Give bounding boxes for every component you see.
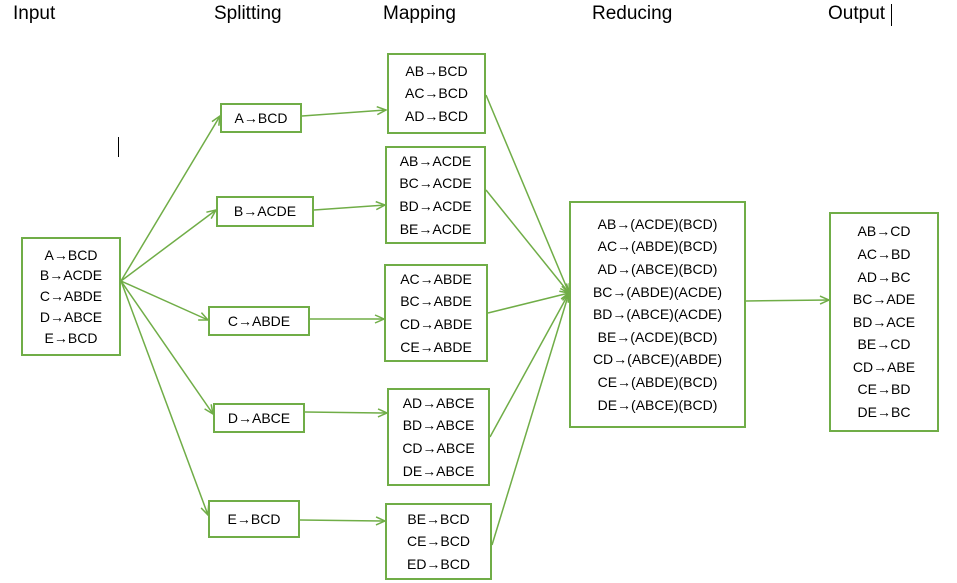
arrow-split-a-to-map-1 bbox=[301, 105, 388, 117]
split-label: E→BCD bbox=[227, 510, 281, 527]
input-line: D→ABCE bbox=[39, 308, 103, 325]
reduce-line: AB→(ACDE)(BCD) bbox=[597, 215, 718, 232]
output-line: CE→BD bbox=[857, 381, 911, 398]
map-line: AC→ABDE bbox=[400, 270, 472, 287]
input-box: A→BCD B→ACDE C→ABDE D→ABCE E→BCD bbox=[21, 237, 121, 356]
arrow-split-d-to-map-4 bbox=[304, 408, 389, 418]
header-reducing: Reducing bbox=[592, 3, 673, 24]
split-box-d: D→ABCE bbox=[213, 403, 305, 433]
arrow-map-1-to-reduce bbox=[485, 94, 570, 295]
map-line: CE→BCD bbox=[406, 533, 470, 550]
output-line: DE→BC bbox=[857, 404, 911, 421]
map-box-4: AD→ABCE BD→ABCE CD→ABCE DE→ABCE bbox=[387, 388, 490, 486]
map-box-5: BE→BCD CE→BCD ED→BCD bbox=[385, 503, 492, 580]
split-label: C→ABDE bbox=[227, 312, 291, 329]
map-box-2: AB→ACDE BC→ACDE BD→ACDE BE→ACDE bbox=[385, 146, 486, 244]
arrow-input-to-split-c bbox=[120, 280, 210, 321]
map-line: BE→BCD bbox=[407, 510, 470, 527]
map-line: DE→ABCE bbox=[402, 462, 475, 479]
split-label: A→BCD bbox=[234, 109, 288, 126]
input-line: A→BCD bbox=[44, 246, 98, 263]
map-line: CE→ABDE bbox=[400, 338, 472, 355]
map-line: AC→BCD bbox=[404, 85, 468, 102]
arrow-reduce-to-output bbox=[745, 295, 831, 305]
reduce-line: CD→(ABCE)(ABDE) bbox=[592, 351, 723, 368]
split-box-b: B→ACDE bbox=[216, 196, 314, 227]
input-line: B→ACDE bbox=[39, 267, 103, 284]
split-box-a: A→BCD bbox=[220, 103, 302, 133]
map-line: BC→ACDE bbox=[399, 175, 472, 192]
map-line: AD→ABCE bbox=[402, 394, 475, 411]
text-cursor bbox=[118, 137, 119, 157]
arrow-map-5-to-reduce bbox=[491, 291, 571, 546]
arrow-input-to-split-d bbox=[120, 280, 215, 416]
arrow-map-2-to-reduce bbox=[485, 189, 571, 295]
input-line: C→ABDE bbox=[39, 288, 103, 305]
map-line: AD→BCD bbox=[404, 107, 468, 124]
map-line: AB→BCD bbox=[405, 62, 468, 79]
reduce-line: AC→(ABDE)(BCD) bbox=[597, 238, 718, 255]
output-line: BD→ACE bbox=[852, 313, 916, 330]
split-box-e: E→BCD bbox=[208, 500, 300, 538]
reduce-line: BC→(ABDE)(ACDE) bbox=[592, 283, 723, 300]
reduce-line: BE→(ACDE)(BCD) bbox=[597, 328, 718, 345]
arrow-map-4-to-reduce bbox=[489, 291, 570, 438]
arrow-split-e-to-map-5 bbox=[299, 516, 387, 526]
map-line: BD→ACDE bbox=[399, 198, 472, 214]
header-input: Input bbox=[13, 3, 56, 24]
output-line: AC→BD bbox=[857, 245, 911, 262]
split-label: D→ABCE bbox=[227, 409, 291, 426]
output-line: BE→CD bbox=[857, 336, 911, 353]
map-box-3: AC→ABDE BC→ABDE CD→ABDE CE→ABDE bbox=[384, 264, 488, 362]
output-line: CD→ABE bbox=[852, 358, 916, 375]
map-line: CD→ABCE bbox=[402, 440, 475, 456]
map-box-1: AB→BCD AC→BCD AD→BCD bbox=[387, 53, 486, 134]
arrow-input-to-split-a bbox=[120, 114, 221, 282]
map-line: CD→ABDE bbox=[399, 316, 473, 332]
output-line: BC→ADE bbox=[852, 291, 916, 308]
text-cursor bbox=[891, 4, 892, 26]
reduce-line: BD→(ABCE)(ACDE) bbox=[592, 306, 723, 323]
input-line: E→BCD bbox=[44, 329, 98, 346]
arrow-input-to-split-b bbox=[120, 208, 218, 282]
map-line: BE→ACDE bbox=[399, 220, 472, 237]
split-label: B→ACDE bbox=[233, 203, 297, 220]
reduce-line: CE→(ABDE)(BCD) bbox=[597, 373, 718, 390]
header-output: Output bbox=[828, 3, 886, 24]
header-splitting: Splitting bbox=[214, 3, 282, 24]
output-line: AD→BC bbox=[857, 268, 911, 285]
map-line: BC→ABDE bbox=[400, 293, 472, 310]
header-mapping: Mapping bbox=[383, 3, 456, 24]
output-line: AB→CD bbox=[857, 223, 911, 240]
arrow-input-to-split-e bbox=[120, 280, 210, 517]
reduce-box: AB→(ACDE)(BCD) AC→(ABDE)(BCD) AD→(ABCE)(… bbox=[569, 201, 746, 428]
reduce-line: AD→(ABCE)(BCD) bbox=[597, 261, 718, 278]
map-line: BD→ABCE bbox=[402, 417, 475, 434]
output-box: AB→CD AC→BD AD→BC BC→ADE BD→ACE BE→CD CD… bbox=[829, 212, 939, 432]
map-line: ED→BCD bbox=[406, 555, 470, 572]
arrow-split-b-to-map-2 bbox=[313, 200, 387, 211]
split-box-c: C→ABDE bbox=[208, 306, 310, 336]
arrow-map-3-to-reduce bbox=[487, 290, 571, 314]
map-line: AB→ACDE bbox=[399, 152, 472, 169]
reduce-line: DE→(ABCE)(BCD) bbox=[597, 396, 718, 413]
